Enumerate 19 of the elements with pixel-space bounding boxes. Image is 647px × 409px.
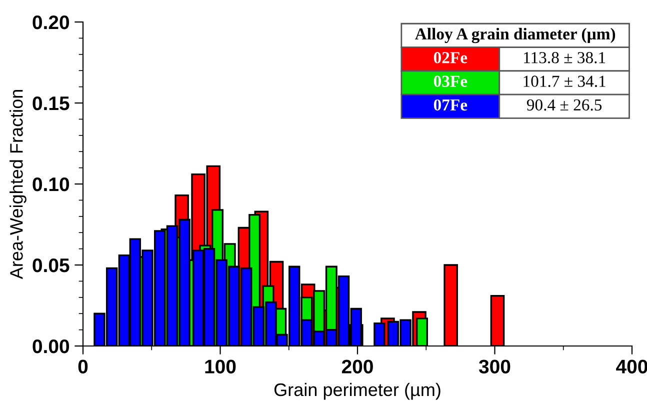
y-tick-label: 0.15: [32, 96, 70, 110]
x-axis-title: Grain perimeter (µm): [274, 382, 440, 400]
text: 07Fe: [434, 99, 468, 111]
x-tick-label: 400: [616, 360, 647, 374]
y-tick-label: 0.05: [32, 258, 70, 272]
x-tick-label: 0: [78, 360, 88, 374]
y-tick-label: 0.10: [32, 177, 70, 192]
x-tick-label: 100: [205, 360, 236, 374]
y-tick-label: 0.00: [32, 339, 70, 354]
legend-title: Alloy A grain diameter (µm): [415, 28, 616, 44]
y-tick-label: 0.20: [32, 15, 70, 30]
annotation: 101.7 ± 34.1: [524, 76, 606, 87]
text: 02Fe: [434, 52, 468, 64]
x-tick-label: 200: [342, 360, 373, 374]
text: 03Fe: [434, 76, 468, 87]
y-axis-title: Area-Weighted Fraction: [10, 90, 26, 280]
x-tick-label: 300: [478, 360, 510, 374]
annotation: 90.4 ± 26.5: [526, 99, 602, 111]
annotation: 113.8 ± 38.1: [524, 52, 606, 64]
